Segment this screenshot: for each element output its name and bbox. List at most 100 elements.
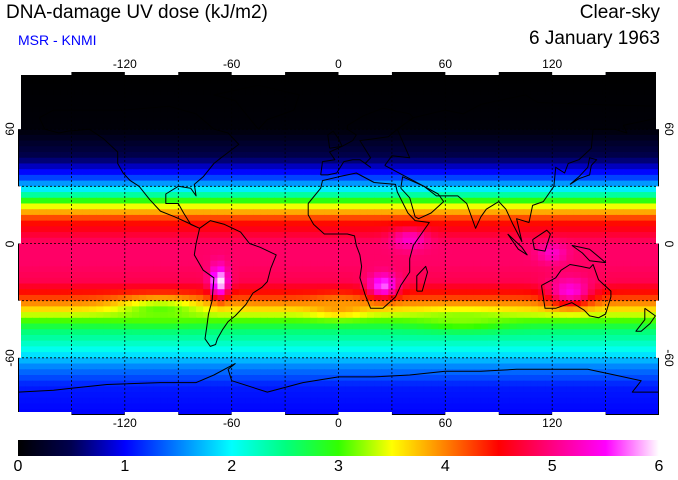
dose-cell [46,357,55,365]
dose-cell [302,89,311,96]
dose-cell [452,232,461,239]
dose-cell [288,266,297,273]
dose-cell [345,266,354,273]
dose-cell [502,72,511,79]
dose-cell [637,174,646,182]
dose-cell [39,174,48,182]
dose-cell [559,94,568,102]
dose-cell [438,294,446,302]
dose-cell [502,169,511,176]
dose-cell [238,386,247,393]
dose-cell [537,300,546,307]
dose-cell [609,249,617,256]
dose-cell [160,306,169,313]
dose-cell [416,380,425,388]
dose-cell [39,146,48,153]
dose-cell [609,300,617,307]
dose-cell [416,277,425,285]
dose-cell [416,266,425,273]
dose-cell [295,152,304,159]
dose-cell [160,300,169,307]
dose-cell [509,346,518,353]
dose-cell [609,237,617,245]
dose-cell [67,294,76,302]
dose-cell [530,340,539,347]
dose-cell [395,89,404,96]
dose-cell [545,237,553,245]
dose-cell [359,169,368,176]
dose-cell [238,272,247,279]
dose-cell [167,340,176,347]
dose-cell [602,243,610,250]
dose-cell [466,329,475,336]
dose-cell [46,146,55,153]
dose-cell [131,152,140,159]
dose-cell [117,329,126,336]
dose-cell [139,157,147,165]
dose-cell [459,180,468,187]
dose-cell [331,369,340,376]
dose-cell [559,312,568,319]
dose-cell [18,83,26,90]
dose-cell [60,243,69,250]
dose-cell [637,123,646,130]
dose-cell [324,117,332,125]
dose-cell [82,129,90,136]
dose-cell [103,117,112,125]
dose-cell [552,112,560,119]
dose-cell [445,334,454,342]
dose-cell [188,249,197,256]
dose-cell [423,123,432,130]
dose-cell [573,152,582,159]
dose-cell [217,89,226,96]
dose-cell [438,329,446,336]
dose-cell [74,134,83,142]
dose-cell [445,112,454,119]
dose-cell [160,346,169,353]
dose-cell [630,334,639,342]
dose-cell [516,72,525,79]
dose-cell [537,123,546,130]
dose-cell [310,289,318,296]
dose-cell [231,169,240,176]
dose-cell [146,369,154,376]
dose-cell [502,363,511,370]
dose-cell [196,357,204,365]
dose-cell [295,277,304,285]
dose-cell [431,363,439,370]
dose-cell [39,226,48,233]
dose-cell [630,306,639,313]
dose-cell [274,220,283,227]
dose-cell [210,163,219,170]
dose-cell [89,192,97,199]
dose-cell [203,174,211,182]
dose-cell [96,83,105,90]
dose-cell [245,283,254,290]
dose-cell [331,140,340,147]
dose-cell [203,77,211,85]
dose-cell [623,180,632,187]
dose-cell [167,352,176,359]
dose-cell [245,352,254,359]
dose-cell [110,352,119,359]
dose-cell [146,243,154,250]
dose-cell [381,106,389,113]
dose-cell [651,140,659,147]
dose-cell [587,334,596,342]
dose-cell [181,283,190,290]
dose-cell [338,340,347,347]
dose-cell [295,357,304,365]
dose-cell [224,77,233,85]
dose-cell [338,117,347,125]
dose-cell [516,100,525,107]
dose-cell [60,129,69,136]
dose-cell [295,226,304,233]
dose-cell [210,260,219,267]
dose-cell [345,77,354,85]
dose-cell [82,232,90,239]
dose-cell [39,294,48,302]
dose-cell [117,352,126,359]
dose-cell [459,169,468,176]
dose-cell [167,72,176,79]
dose-cell [260,77,268,85]
